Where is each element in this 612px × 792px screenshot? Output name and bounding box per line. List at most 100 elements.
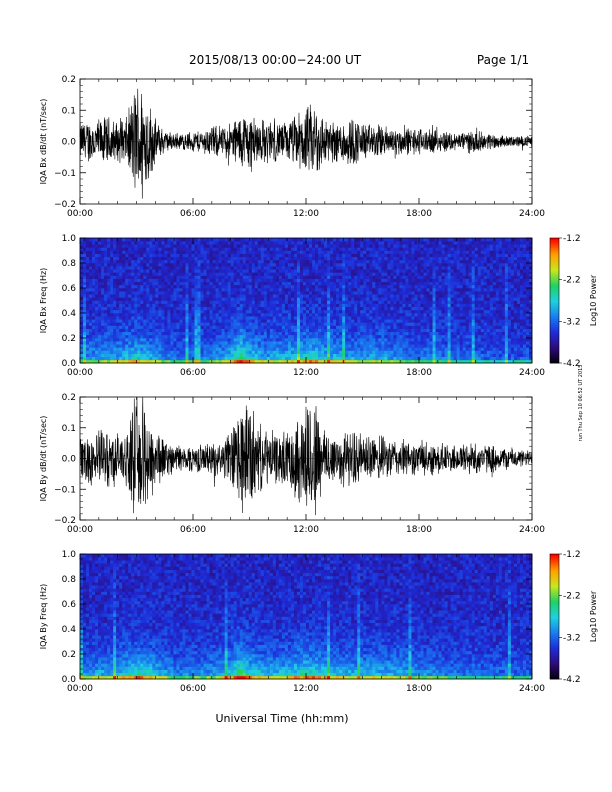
spectrogram-cell — [179, 244, 183, 248]
spectrogram-cell — [185, 263, 189, 267]
spectrogram-cell — [327, 250, 331, 254]
spectrogram-cell — [113, 350, 117, 354]
spectrogram-cell — [146, 328, 150, 333]
spectrogram-cell — [176, 359, 180, 364]
spectrogram-cell — [372, 356, 376, 361]
spectrogram-cell — [170, 259, 174, 264]
spectrogram-cell — [182, 278, 186, 283]
spectrogram-cell — [167, 294, 171, 298]
spectrogram-cell — [296, 281, 301, 286]
spectrogram-cell — [390, 244, 394, 248]
spectrogram-cell — [306, 303, 310, 308]
spectrogram-cell — [333, 331, 337, 336]
spectrogram-cell — [98, 325, 102, 329]
spectrogram-cell — [330, 353, 334, 358]
spectrogram-cell — [321, 322, 325, 326]
spectrogram-cell — [83, 244, 87, 248]
spectrogram-cell — [98, 278, 102, 283]
spectrogram-cell — [429, 325, 433, 329]
spectrogram-cell — [83, 272, 87, 276]
spectrogram-cell — [230, 353, 234, 358]
spectrogram-cell — [122, 247, 126, 251]
spectrogram-cell — [131, 350, 135, 354]
spectrogram-cell — [333, 291, 337, 295]
spectrogram-cell — [315, 281, 319, 286]
spectrogram-cell — [176, 281, 180, 286]
spectrogram-cell — [390, 284, 394, 289]
spectrogram-cell — [432, 244, 436, 248]
spectrogram-cell — [260, 250, 265, 254]
spectrogram-cell — [384, 334, 388, 339]
spectrogram-cell — [92, 259, 96, 264]
spectrogram-cell — [384, 288, 388, 292]
spectrogram-cell — [363, 334, 367, 339]
spectrogram-cell — [218, 344, 222, 348]
spectrogram-cell — [179, 266, 183, 270]
spectrogram-cell — [354, 313, 358, 317]
spectrogram-cell — [375, 291, 379, 295]
spectrogram-cell — [354, 247, 358, 251]
spectrogram-cell — [260, 353, 265, 358]
spectrogram-cell — [426, 259, 430, 264]
spectrogram-cell — [384, 256, 388, 261]
spectrogram-cell — [435, 288, 439, 292]
spectrogram-cell — [176, 300, 180, 304]
spectrogram-cell — [104, 347, 108, 351]
spectrogram-cell — [92, 247, 96, 251]
spectrogram-cell — [269, 288, 274, 292]
spectrogram-cell — [116, 263, 120, 267]
spectrogram-cell — [110, 316, 114, 320]
spectrogram-cell — [101, 256, 105, 261]
spectrogram-cell — [107, 281, 111, 286]
spectrogram-cell — [369, 341, 373, 345]
spectrogram-cell — [366, 272, 370, 276]
spectrogram-cell — [302, 291, 307, 295]
spectrogram-cell — [200, 334, 204, 339]
spectrogram-cell — [206, 269, 210, 273]
spectrogram-cell — [83, 275, 87, 279]
spectrogram-cell — [224, 334, 228, 339]
x-tick-label: 00:00 — [67, 209, 93, 219]
spectrogram-cell — [203, 338, 207, 342]
spectrogram-cell — [363, 338, 367, 342]
spectrogram-cell — [284, 303, 289, 308]
spectrogram-cell — [224, 359, 228, 364]
spectrogram-cell — [342, 353, 346, 358]
spectrogram-cell — [290, 250, 295, 254]
spectrogram-cell — [92, 331, 96, 336]
spectrogram-cell — [92, 319, 96, 323]
spectrogram-cell — [293, 250, 298, 254]
spectrogram-cell — [366, 344, 370, 348]
spectrogram-cell — [423, 266, 427, 270]
spectrogram-cell — [306, 269, 310, 273]
spectrogram-cell — [257, 319, 262, 323]
spectrogram-cell — [269, 347, 274, 351]
spectrogram-cell — [236, 353, 240, 358]
spectrogram-cell — [164, 313, 168, 317]
spectrogram-cell — [417, 263, 421, 267]
spectrogram-cell — [327, 272, 331, 276]
spectrogram-cell — [128, 263, 132, 267]
spectrogram-cell — [372, 303, 376, 308]
spectrogram-cell — [263, 322, 268, 326]
spectrogram-cell — [333, 322, 337, 326]
spectrogram-cell — [164, 284, 168, 289]
spectrogram-cell — [131, 347, 135, 351]
spectrogram-cell — [254, 319, 259, 323]
spectrogram-cell — [158, 284, 162, 289]
spectrogram-cell — [281, 316, 286, 320]
spectrogram-cell — [393, 281, 397, 286]
spectrogram-cell — [299, 334, 304, 339]
spectrogram-cell — [342, 334, 346, 339]
spectrogram-cell — [215, 338, 219, 342]
spectrogram-cell — [360, 356, 364, 361]
spectrogram-cell — [227, 250, 231, 254]
spectrogram-cell — [101, 319, 105, 323]
spectrogram-cell — [348, 253, 352, 258]
spectrogram-cell — [179, 359, 183, 364]
spectrogram-cell — [302, 347, 307, 351]
spectrogram-cell — [233, 247, 237, 251]
spectrogram-cell — [125, 263, 129, 267]
spectrogram-cell — [131, 297, 135, 301]
spectrogram-cell — [438, 266, 442, 270]
